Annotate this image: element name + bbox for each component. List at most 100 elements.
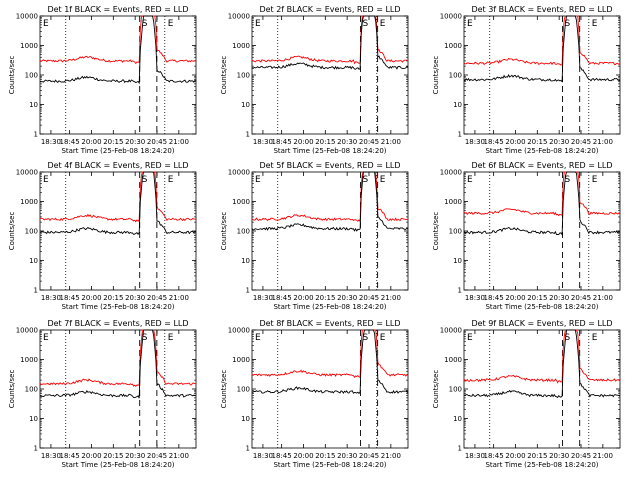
plot-frame (463, 171, 621, 291)
end-marker-label: E (592, 19, 598, 29)
start-marker-label: E (255, 19, 261, 29)
saa-marker-label: S (362, 19, 368, 29)
saa-marker-label: S (142, 333, 148, 343)
events-black-series (463, 171, 621, 237)
panel-det-1f: Det 1f BLACK = Events, RED = LLD 1 10 100 10… (8, 5, 197, 155)
y-tick-label: 10 (29, 415, 38, 423)
x-tick-label: 20:15 (103, 452, 123, 460)
x-tick-label: 20:00 (293, 452, 313, 460)
end-marker-label: E (592, 175, 598, 185)
end-marker-label: E (380, 333, 386, 343)
panel-title: Det 9f BLACK = Events, RED = LLD (471, 319, 612, 328)
panel-title: Det 8f BLACK = Events, RED = LLD (259, 319, 400, 328)
x-tick-label: 21:00 (381, 138, 401, 146)
y-tick-label: 10 (241, 257, 250, 265)
x-axis-label: Start Time (25-Feb-08 18:24:20) (273, 461, 386, 469)
x-tick-label: 20:00 (293, 138, 313, 146)
x-tick-label: 18:30 (465, 294, 485, 302)
events-black-series (39, 15, 197, 85)
events-black-series (463, 329, 621, 399)
x-tick-label: 18:30 (41, 138, 61, 146)
plot-frame (39, 329, 197, 449)
end-marker-label: E (380, 175, 386, 185)
x-tick-label: 20:30 (337, 138, 357, 146)
x-tick-label: 21:00 (593, 138, 613, 146)
start-marker-label: E (467, 333, 473, 343)
y-tick-label: 1 (34, 445, 38, 453)
x-tick-label: 18:45 (484, 294, 504, 302)
panel-det-8f: Det 8f BLACK = Events, RED = LLD 1 10 100 10… (220, 319, 409, 469)
x-tick-label: 18:30 (465, 138, 485, 146)
y-tick-label: 100 (25, 386, 38, 394)
y-tick-label: 1000 (444, 356, 462, 364)
y-tick-label: 10 (29, 257, 38, 265)
y-tick-label: 1000 (20, 356, 38, 364)
lld-red-series (463, 171, 621, 217)
x-tick-label: 20:30 (125, 452, 145, 460)
lld-red-series (252, 15, 409, 65)
start-marker-label: E (43, 175, 49, 185)
y-tick-label: 1000 (232, 42, 250, 50)
plot-frame (251, 171, 409, 291)
x-tick-label: 18:30 (253, 138, 273, 146)
y-tick-label: 100 (25, 72, 38, 80)
y-tick-label: 10000 (16, 13, 38, 21)
x-tick-label: 20:45 (147, 138, 167, 146)
end-marker-label: E (168, 19, 174, 29)
x-tick-label: 18:45 (60, 452, 80, 460)
y-tick-label: 1 (34, 287, 38, 295)
y-axis-label: Counts/sec (220, 370, 228, 409)
panel-det-6f: Det 6f BLACK = Events, RED = LLD 1 10 100 10… (432, 161, 621, 311)
x-tick-label: 21:00 (381, 294, 401, 302)
x-tick-label: 20:45 (359, 138, 379, 146)
x-axis-label: Start Time (25-Feb-08 18:24:20) (273, 303, 386, 311)
x-tick-label: 20:30 (549, 452, 569, 460)
y-tick-label: 1000 (444, 198, 462, 206)
events-black-series (251, 329, 409, 395)
saa-marker-label: S (362, 333, 368, 343)
lld-red-series (251, 171, 408, 223)
x-tick-label: 20:00 (81, 294, 101, 302)
x-tick-label: 20:00 (293, 294, 313, 302)
saa-marker-label: S (565, 175, 571, 185)
x-tick-label: 18:45 (484, 138, 504, 146)
panel-det-4f: Det 4f BLACK = Events, RED = LLD 1 10 100 10… (8, 161, 197, 311)
x-tick-label: 18:30 (41, 294, 61, 302)
panel-title: Det 7f BLACK = Events, RED = LLD (47, 319, 188, 328)
y-tick-label: 1 (246, 131, 250, 139)
plot-frame (463, 329, 621, 449)
x-axis-label: Start Time (25-Feb-08 18:24:20) (485, 147, 598, 155)
y-tick-label: 10 (29, 101, 38, 109)
start-marker-label: E (43, 19, 49, 29)
x-tick-label: 20:30 (337, 452, 357, 460)
x-tick-label: 18:30 (41, 452, 61, 460)
x-tick-label: 18:45 (272, 452, 292, 460)
x-tick-label: 21:00 (169, 138, 189, 146)
end-marker-label: E (168, 333, 174, 343)
y-tick-label: 10 (453, 257, 462, 265)
x-tick-label: 20:45 (571, 294, 591, 302)
y-axis-label: Counts/sec (220, 56, 228, 95)
events-black-series (39, 171, 197, 236)
x-tick-label: 20:45 (571, 138, 591, 146)
y-tick-label: 10000 (440, 169, 462, 177)
plot-frame (463, 15, 621, 135)
x-tick-label: 20:15 (315, 294, 335, 302)
y-tick-label: 1000 (444, 42, 462, 50)
x-tick-label: 18:45 (60, 294, 80, 302)
x-tick-label: 20:15 (103, 138, 123, 146)
end-marker-label: E (380, 19, 386, 29)
x-tick-label: 20:30 (337, 294, 357, 302)
panel-det-5f: Det 5f BLACK = Events, RED = LLD 1 10 100 10… (220, 161, 409, 311)
y-tick-label: 1 (458, 445, 462, 453)
x-tick-label: 20:15 (527, 294, 547, 302)
y-tick-label: 1 (458, 287, 462, 295)
x-axis-label: Start Time (25-Feb-08 18:24:20) (61, 461, 174, 469)
start-marker-label: E (43, 333, 49, 343)
saa-marker-label: S (565, 19, 571, 29)
x-tick-label: 21:00 (593, 294, 613, 302)
y-tick-label: 1000 (232, 356, 250, 364)
saa-marker-label: S (362, 175, 368, 185)
y-tick-label: 1 (34, 131, 38, 139)
x-axis-label: Start Time (25-Feb-08 18:24:20) (61, 303, 174, 311)
